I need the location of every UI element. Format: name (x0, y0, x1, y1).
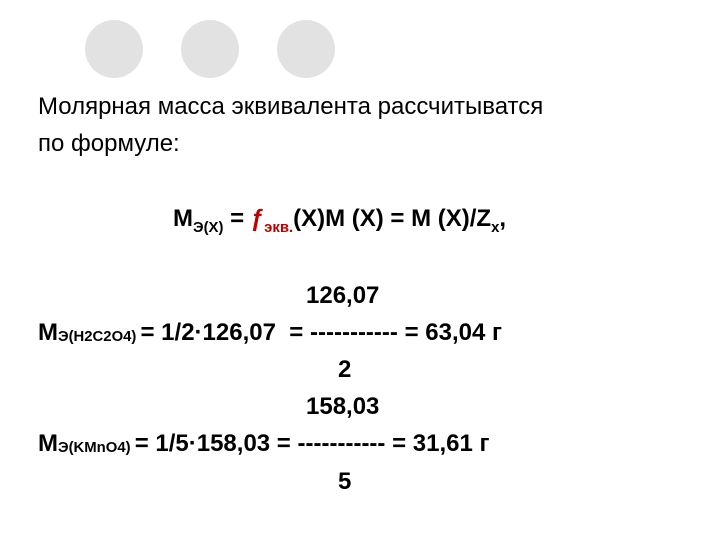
formula-mid: (Х)М (Х) = М (Х)/Z (293, 205, 491, 232)
formula-M: М (173, 205, 193, 232)
eq1-result: = 63,04 г (398, 314, 502, 351)
circle-icon (181, 20, 239, 78)
intro-line-1: Молярная масса эквивалента рассчитыватся (38, 88, 690, 125)
fraction1-numerator: 126,07 (306, 277, 690, 314)
circle-icon (85, 20, 143, 78)
formula-tail: , (499, 205, 506, 232)
eq2-dash: ----------- (298, 425, 386, 462)
equation-kmno4: МЭ(KMnO4) = 1/5·158,03 = ----------- = 3… (38, 425, 690, 462)
fraction2-numerator: 158,03 (306, 388, 690, 425)
slide-content: Молярная масса эквивалента рассчитыватся… (38, 88, 690, 500)
fraction2-denominator: 5 (338, 463, 690, 500)
eq2-result: = 31,61 г (385, 425, 489, 462)
eq1-dash: ----------- (310, 314, 398, 351)
eq1-part1: = 1/2 (141, 314, 195, 351)
formula-z-sub: х (491, 220, 499, 236)
main-formula: МЭ(Х) = ƒэкв.(Х)М (Х) = М (Х)/Zх, (133, 162, 690, 276)
eq2-M: М (38, 425, 58, 462)
decorative-circles (85, 20, 335, 78)
eq1-M: М (38, 314, 58, 351)
formula-f: ƒ (251, 205, 264, 232)
formula-f-sub: экв. (264, 220, 293, 236)
formula-eq1: = (223, 205, 250, 232)
dot-icon: · (189, 425, 197, 462)
formula-M-sub: Э(Х) (193, 220, 223, 236)
eq1-sub: Э(H2C2O4) (58, 326, 141, 349)
eq2-sub: Э(KMnO4) (58, 437, 135, 460)
equation-h2c2o4: МЭ(H2C2O4) = 1/2·126,07 = ----------- = … (38, 314, 690, 351)
dot-icon: · (195, 314, 203, 351)
fraction1-denominator: 2 (338, 351, 690, 388)
intro-line-2: по формуле: (38, 125, 690, 162)
eq1-part2: 126,07 = (203, 314, 310, 351)
eq2-part1: = 1/5 (135, 425, 189, 462)
eq2-part2: 158,03 = (197, 425, 298, 462)
circle-icon (277, 20, 335, 78)
slide: Молярная масса эквивалента рассчитыватся… (0, 0, 720, 540)
